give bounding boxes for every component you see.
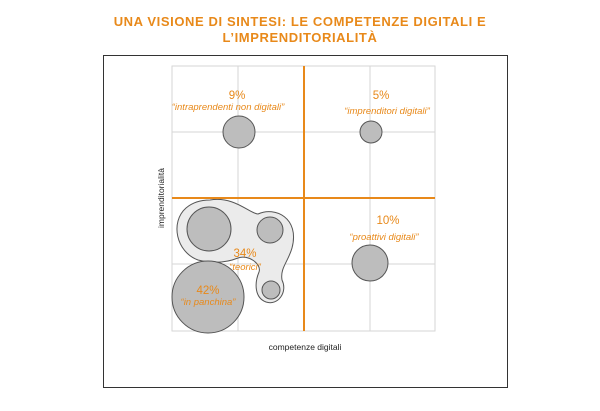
bubble-in-panchina (171, 260, 245, 334)
label-in-panchina: “in panchina” (181, 297, 237, 308)
y-axis-label: imprenditorialità (156, 168, 166, 228)
chart-title: UNA VISIONE DI SINTESI: LE COMPETENZE DI… (0, 14, 600, 46)
bubble-teorici-large (186, 206, 232, 252)
label-proattivi-digitali: “proattivi digitali” (349, 232, 419, 243)
title-line-2: L’IMPRENDITORIALITÀ (222, 30, 378, 45)
bubble-imprenditori-digitali (359, 120, 383, 144)
pct-in-panchina: 42% (196, 285, 219, 297)
label-imprenditori-digitali: “imprenditori digitali” (344, 106, 430, 117)
label-intraprendenti-non-digitali: “intraprendenti non digitali” (172, 102, 285, 113)
x-axis-label: competenze digitali (269, 342, 342, 352)
bubble-teorici-medium (256, 216, 284, 244)
bubble-teorici-small (261, 280, 281, 300)
bubble-proattivi-digitali (351, 244, 389, 282)
bubble-intraprendenti-non-digitali (222, 115, 256, 149)
pct-imprenditori-digitali: 5% (373, 90, 390, 102)
title-line-1: UNA VISIONE DI SINTESI: LE COMPETENZE DI… (113, 14, 487, 29)
pct-teorici: 34% (233, 248, 256, 260)
label-teorici: “teorici” (229, 262, 262, 273)
pct-proattivi-digitali: 10% (376, 215, 399, 227)
chart-frame (103, 55, 508, 388)
pct-intraprendenti-non-digitali: 9% (229, 90, 246, 102)
